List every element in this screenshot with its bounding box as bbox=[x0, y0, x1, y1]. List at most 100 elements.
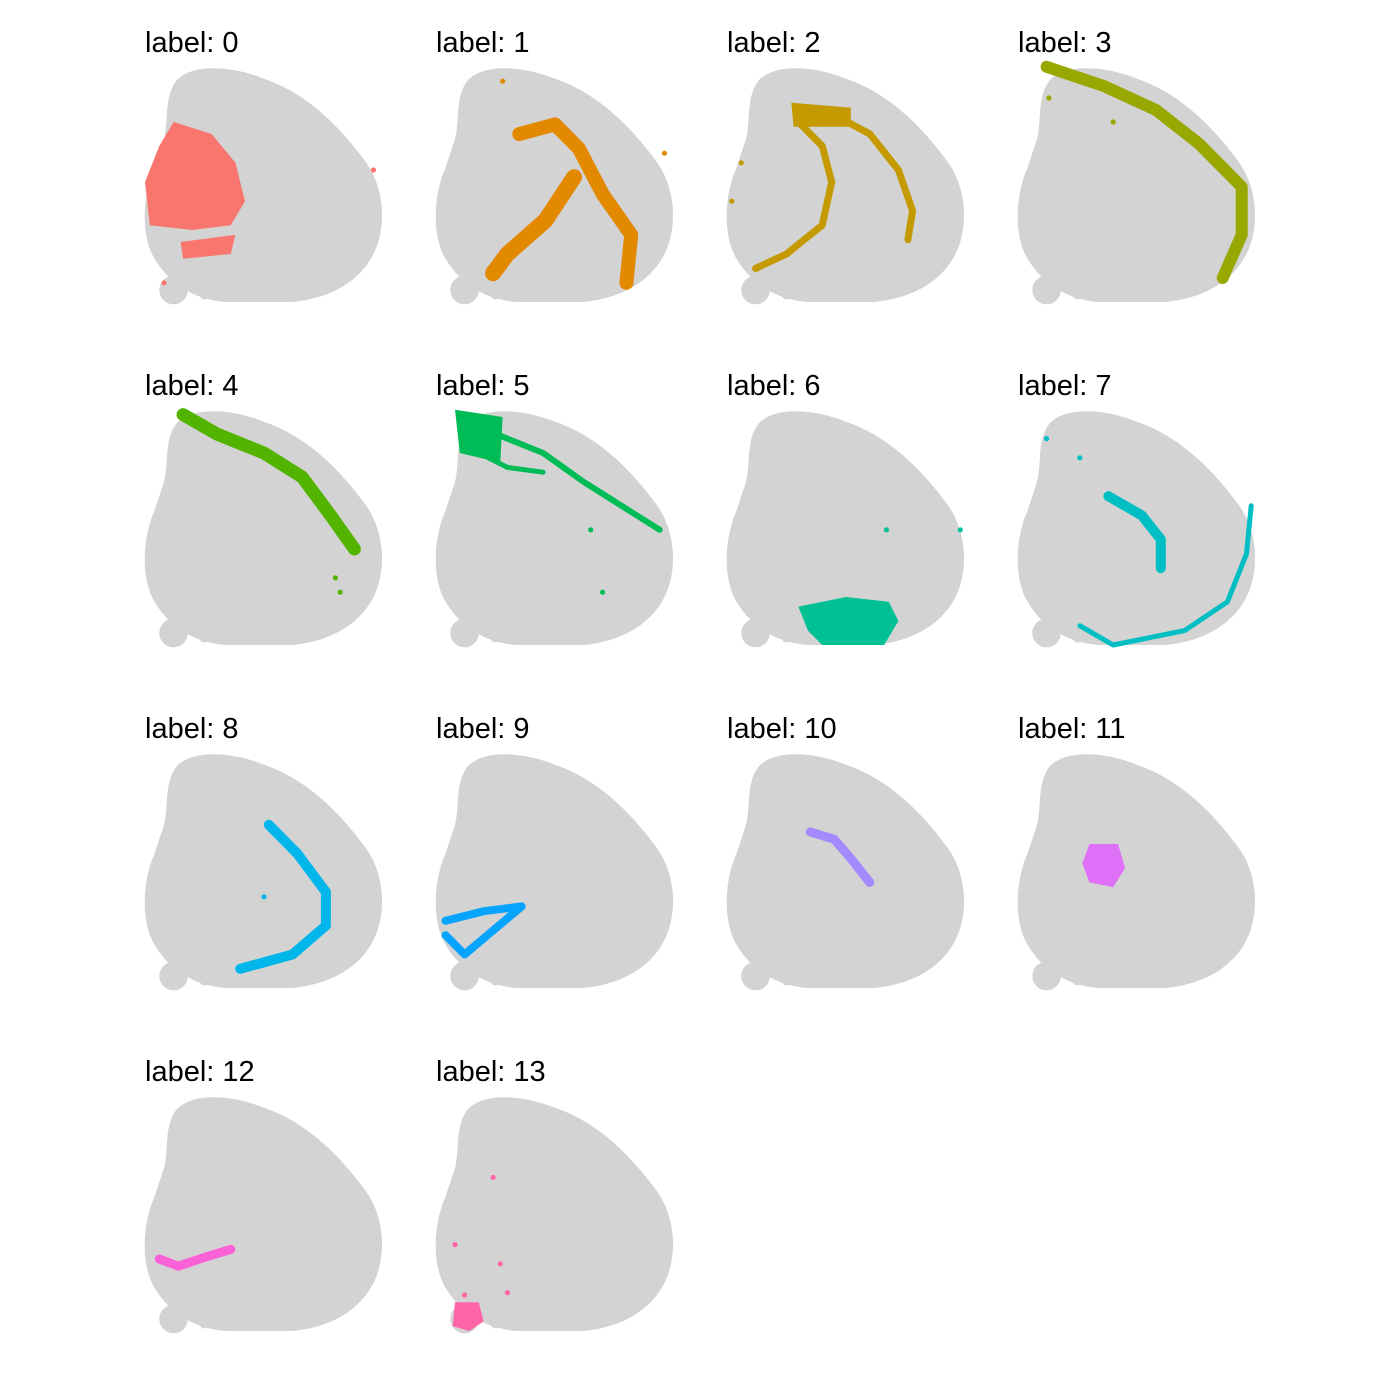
tissue-fragment bbox=[490, 633, 501, 643]
panel-title: label: 6 bbox=[727, 370, 821, 402]
tissue-fragment bbox=[741, 275, 770, 305]
cluster-11 bbox=[1082, 844, 1126, 888]
cluster-spot bbox=[490, 1174, 496, 1180]
cluster-spot bbox=[500, 78, 506, 84]
tissue-fragment bbox=[478, 966, 489, 976]
tissue-fragment bbox=[450, 961, 479, 991]
tissue-fragment bbox=[781, 976, 792, 986]
panel-title: label: 10 bbox=[727, 713, 837, 745]
cluster-spot bbox=[497, 1261, 503, 1267]
cluster-4 bbox=[176, 408, 361, 595]
cluster-spot bbox=[1110, 119, 1116, 125]
tissue-fragment bbox=[1060, 966, 1071, 976]
cluster-band bbox=[512, 117, 639, 290]
tissue-fragment bbox=[1032, 618, 1061, 648]
cluster-0 bbox=[145, 122, 377, 286]
cluster-band bbox=[441, 902, 526, 959]
tissue-fragment bbox=[769, 966, 780, 976]
panel-label-9: label: 9 bbox=[435, 713, 674, 991]
cluster-spot bbox=[504, 1290, 510, 1296]
tissue-fragment bbox=[1072, 633, 1083, 643]
cluster-region bbox=[455, 409, 503, 463]
panel-label-5: label: 5 bbox=[435, 370, 674, 648]
cluster-band bbox=[805, 827, 875, 887]
panel-label-2: label: 2 bbox=[726, 27, 965, 305]
cluster-region bbox=[1082, 844, 1126, 888]
cluster-3 bbox=[1040, 60, 1248, 284]
cluster-band bbox=[1103, 491, 1166, 574]
tissue-background bbox=[144, 754, 383, 988]
tissue-background bbox=[1017, 411, 1256, 645]
cluster-10 bbox=[805, 827, 875, 887]
tissue-fragment bbox=[1060, 280, 1071, 290]
panel-title: label: 4 bbox=[145, 370, 239, 402]
panel-label-12: label: 12 bbox=[144, 1056, 383, 1334]
panel-label-4: label: 4 bbox=[144, 370, 383, 648]
tissue-background bbox=[435, 1097, 674, 1331]
cluster-band bbox=[485, 455, 546, 475]
cluster-region bbox=[145, 122, 245, 230]
cluster-spot bbox=[883, 527, 890, 533]
tissue-fragment bbox=[450, 275, 479, 305]
tissue-fragment bbox=[450, 618, 479, 648]
tissue-background bbox=[435, 68, 674, 302]
tissue-fragment bbox=[159, 618, 188, 648]
cluster-band bbox=[176, 408, 361, 556]
cluster-spot bbox=[337, 589, 343, 595]
cluster-spot bbox=[370, 167, 377, 173]
panel-title: label: 3 bbox=[1018, 27, 1112, 59]
cluster-spot bbox=[957, 527, 963, 533]
tissue-background bbox=[726, 68, 965, 302]
tissue-fragment bbox=[490, 976, 501, 986]
cluster-spot bbox=[588, 527, 594, 533]
tissue-fragment bbox=[741, 961, 770, 991]
cluster-spot bbox=[1043, 436, 1050, 442]
panel-title: label: 0 bbox=[145, 27, 239, 59]
cluster-6 bbox=[798, 527, 963, 645]
panels-layer: label: 0 label: 1 label: 2 label: 3 label: 4… bbox=[144, 27, 1256, 1334]
cluster-1 bbox=[485, 78, 668, 290]
cluster-spot bbox=[738, 160, 744, 166]
cluster-spot bbox=[332, 575, 338, 581]
cluster-spot bbox=[1077, 455, 1083, 461]
tissue-background bbox=[144, 411, 383, 645]
cluster-spot bbox=[161, 280, 167, 286]
tissue-fragment bbox=[478, 623, 489, 633]
tissue-background bbox=[1017, 754, 1256, 988]
tissue-fragment bbox=[741, 618, 770, 648]
tissue-fragment bbox=[769, 280, 780, 290]
cluster-12 bbox=[154, 1244, 236, 1271]
cluster-band bbox=[1040, 60, 1248, 284]
cluster-spot bbox=[729, 198, 735, 204]
cluster-spot bbox=[461, 1292, 468, 1298]
cluster-spot bbox=[661, 150, 668, 156]
tissue-fragment bbox=[1032, 961, 1061, 991]
cluster-2 bbox=[729, 102, 917, 272]
cluster-band bbox=[1077, 503, 1254, 648]
tissue-fragment bbox=[781, 633, 792, 643]
tissue-fragment bbox=[199, 976, 210, 986]
panel-title: label: 8 bbox=[145, 713, 239, 745]
tissue-fragment bbox=[490, 290, 501, 300]
tissue-background bbox=[1017, 68, 1256, 302]
tissue-background bbox=[726, 411, 965, 645]
cluster-spot bbox=[1046, 95, 1052, 101]
panel-title: label: 1 bbox=[436, 27, 530, 59]
cluster-8 bbox=[235, 819, 331, 974]
cluster-5 bbox=[455, 409, 663, 595]
panel-title: label: 13 bbox=[436, 1056, 546, 1088]
panel-label-0: label: 0 bbox=[144, 27, 383, 305]
tissue-fragment bbox=[478, 280, 489, 290]
cluster-band bbox=[485, 169, 582, 282]
cluster-region bbox=[452, 1302, 484, 1331]
panel-label-8: label: 8 bbox=[144, 713, 383, 991]
tissue-fragment bbox=[187, 623, 198, 633]
tissue-fragment bbox=[199, 633, 210, 643]
cluster-region bbox=[791, 102, 851, 127]
panel-label-10: label: 10 bbox=[726, 713, 965, 991]
panel-label-1: label: 1 bbox=[435, 27, 674, 305]
panel-title: label: 11 bbox=[1018, 713, 1126, 745]
cluster-band bbox=[752, 118, 836, 272]
panel-label-6: label: 6 bbox=[726, 370, 965, 648]
